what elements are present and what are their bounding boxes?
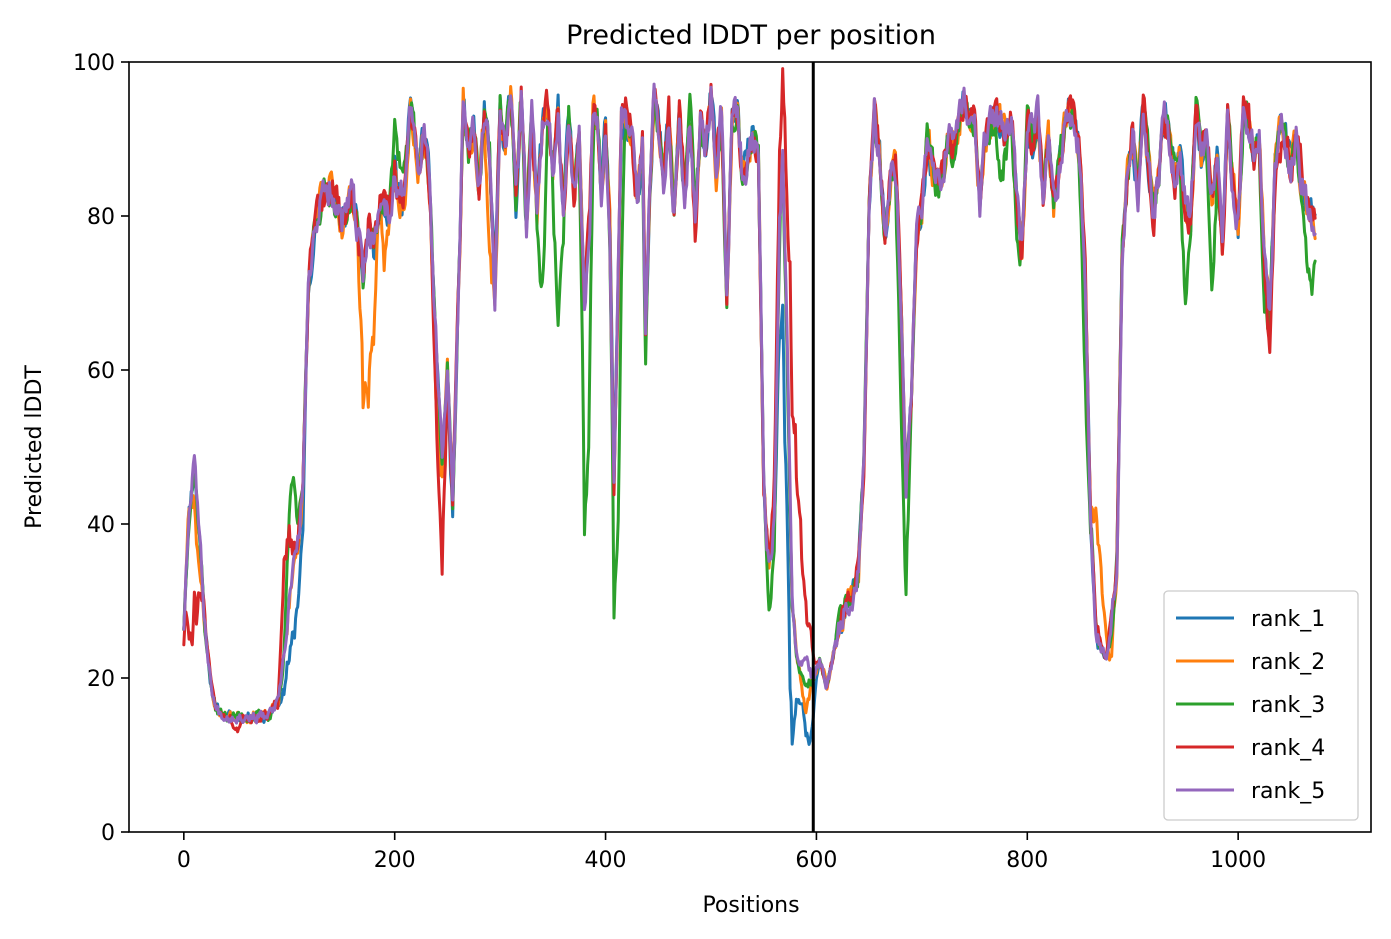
y-axis-label: Predicted lDDT: [22, 365, 47, 529]
y-tick-label: 0: [101, 821, 115, 846]
x-axis: 0 200 400 600 800 1000: [177, 832, 1266, 873]
legend-item-rank-2: rank_2: [1176, 650, 1325, 675]
x-tick-label: 200: [374, 848, 416, 873]
y-tick-label: 100: [73, 51, 115, 76]
y-tick-label: 40: [87, 513, 115, 538]
legend-box: [1163, 590, 1359, 821]
legend-item-rank-4: rank_4: [1176, 736, 1325, 761]
legend-label: rank_4: [1251, 736, 1325, 761]
legend-label: rank_3: [1251, 693, 1325, 718]
legend-label: rank_1: [1251, 607, 1325, 632]
legend: rank_1 rank_2 rank_3 rank_4 rank_5: [1163, 590, 1359, 821]
legend-item-rank-5: rank_5: [1176, 779, 1325, 804]
y-tick-label: 80: [87, 205, 115, 230]
y-tick-label: 60: [87, 359, 115, 384]
legend-label: rank_2: [1251, 650, 1325, 675]
series-line-rank-2: [182, 85, 1317, 725]
x-axis-label: Positions: [702, 893, 799, 918]
x-tick-label: 600: [795, 848, 837, 873]
y-axis: 0 20 40 60 80 100: [73, 51, 129, 846]
x-tick-label: 400: [585, 848, 627, 873]
x-tick-label: 1000: [1210, 848, 1266, 873]
chart-title: Predicted lDDT per position: [566, 20, 936, 51]
legend-item-rank-1: rank_1: [1176, 607, 1325, 632]
x-tick-label: 0: [177, 848, 191, 873]
series-line-rank-4: [182, 67, 1317, 734]
legend-item-rank-3: rank_3: [1176, 693, 1325, 718]
y-tick-label: 20: [87, 667, 115, 692]
series-line-rank-5: [182, 82, 1317, 725]
legend-label: rank_5: [1251, 779, 1325, 804]
x-tick-label: 800: [1006, 848, 1048, 873]
plot-frame: [128, 61, 1372, 833]
series-group: [182, 67, 1317, 746]
